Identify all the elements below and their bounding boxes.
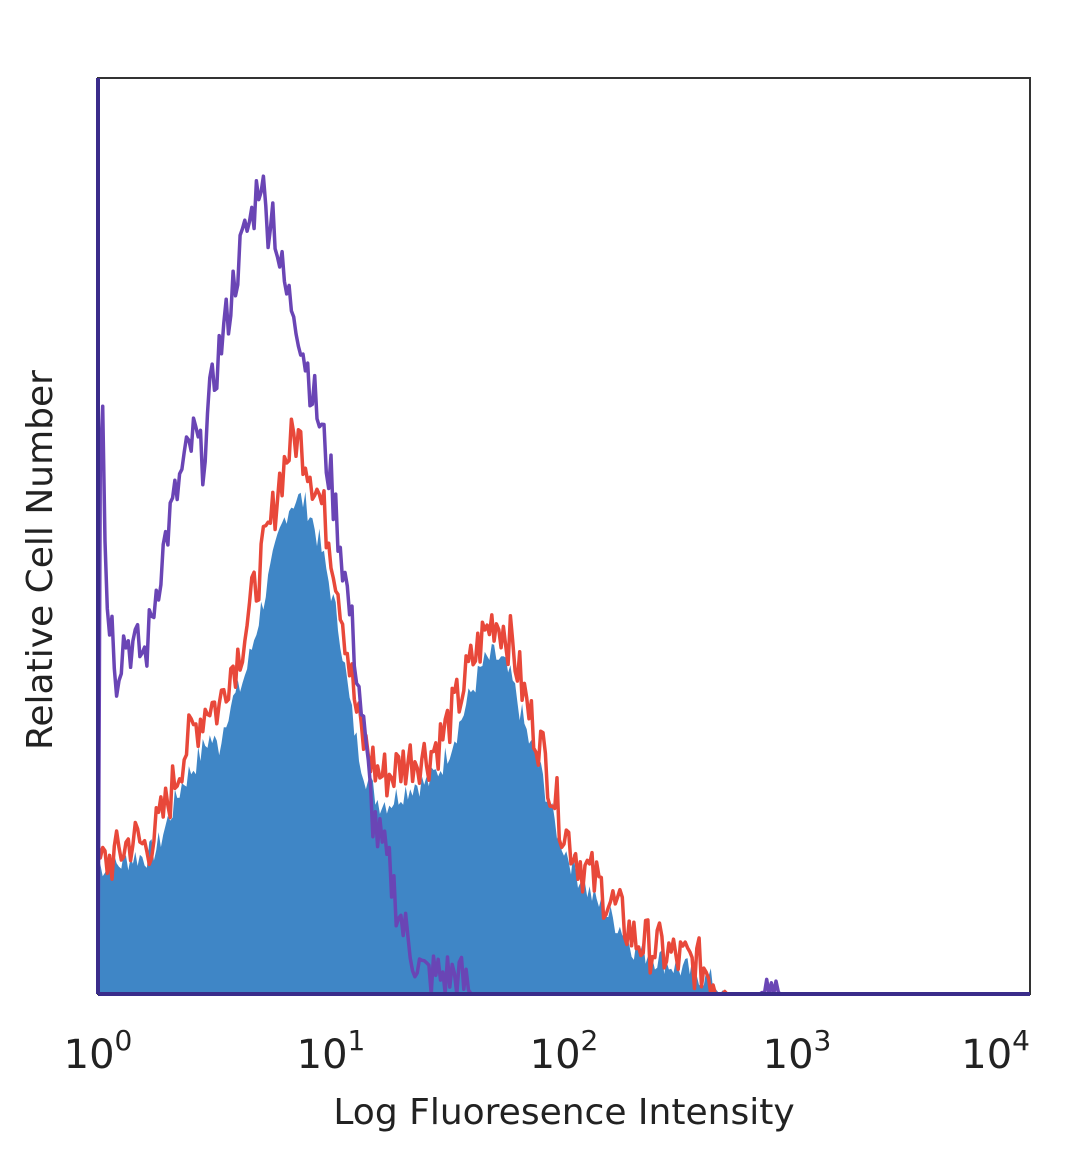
y-axis-label: Relative Cell Number [20,370,61,750]
x-tick-labels: 100 101 102 103 104 [64,1024,1030,1078]
x-tick-label: 100 [64,1024,133,1078]
x-tick-label: 103 [763,1024,832,1078]
plot-area [96,174,1030,996]
x-tick-label: 101 [297,1024,366,1078]
x-tick-label: 104 [961,1024,1030,1078]
x-axis-label: Log Fluoresence Intensity [333,1092,794,1133]
filled-histogram-series [98,491,1030,994]
x-tick-label: 102 [530,1024,599,1078]
